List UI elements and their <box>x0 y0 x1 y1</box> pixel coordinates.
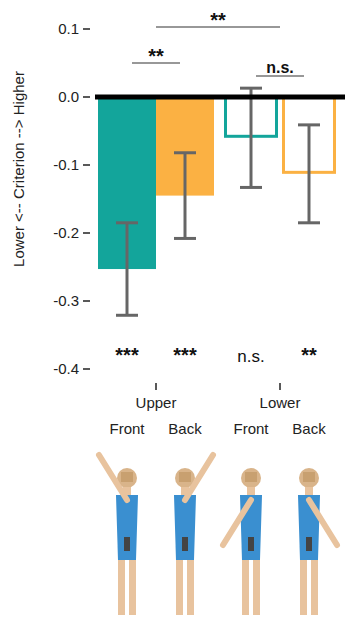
y-tick-label: -0.4 <box>53 360 79 377</box>
figure-arm <box>309 500 337 545</box>
chart: Lower <-- Criterion --> Higher 0.1 0.0 -0.1… <box>0 0 352 627</box>
error-bar <box>116 223 138 315</box>
y-tick-label: -0.1 <box>53 156 79 173</box>
group-tick <box>279 383 281 390</box>
figure-arm <box>99 455 127 500</box>
y-tick <box>83 96 90 98</box>
figure-head <box>299 468 319 488</box>
comparison-label: ** <box>210 9 226 31</box>
y-tick <box>83 164 90 166</box>
error-cap <box>174 151 196 154</box>
figure-arm <box>185 455 213 500</box>
figure-head <box>241 468 261 488</box>
error-cap <box>116 221 138 224</box>
figure-neck <box>247 487 255 495</box>
error-cap <box>298 123 320 126</box>
bar-significance: *** <box>173 344 197 366</box>
figure-arm <box>223 500 251 545</box>
figure-leg <box>129 560 136 615</box>
figure-leg <box>176 560 183 615</box>
figure-illustration <box>99 455 138 615</box>
category-label: Front <box>233 420 269 437</box>
figure-device <box>182 537 188 551</box>
figure-leg <box>187 560 194 615</box>
figure-illustration <box>223 468 262 615</box>
category-label: Front <box>109 420 145 437</box>
figure-body <box>174 495 196 560</box>
bar-significance: *** <box>115 344 139 366</box>
y-tick-label: -0.2 <box>53 224 79 241</box>
y-tick-label: 0.1 <box>58 20 79 37</box>
figure-device <box>124 537 130 551</box>
error-cap <box>240 87 262 90</box>
group-label: Lower <box>260 394 301 411</box>
category-label: Back <box>168 420 202 437</box>
figure-illustration <box>174 455 213 615</box>
bar-significance: ** <box>301 344 317 366</box>
figure-hair <box>179 472 191 482</box>
y-tick <box>83 300 90 302</box>
figure-hair <box>121 472 133 482</box>
zero-line <box>95 95 345 100</box>
figure-hair <box>245 472 257 482</box>
error-cap <box>240 186 262 189</box>
error-bar <box>298 125 320 223</box>
error-cap <box>116 314 138 317</box>
error-cap <box>298 221 320 224</box>
figure-leg <box>300 560 307 615</box>
y-label: Lower <-- Criterion --> Higher <box>10 71 27 267</box>
figure-device <box>248 537 254 551</box>
y-tick-label: -0.3 <box>53 292 79 309</box>
figure-leg <box>253 560 260 615</box>
figure-leg <box>311 560 318 615</box>
group-label: Upper <box>136 394 177 411</box>
figure-neck <box>305 487 313 495</box>
y-tick-label: 0.0 <box>58 88 79 105</box>
error-stem <box>308 125 311 223</box>
figure-hair <box>303 472 315 482</box>
error-bar <box>240 88 262 187</box>
group-tick <box>155 383 157 390</box>
error-stem <box>184 153 187 239</box>
y-tick <box>83 368 90 370</box>
error-stem <box>126 223 129 315</box>
comparison-label: ** <box>148 45 164 67</box>
error-stem <box>250 88 253 187</box>
plot <box>98 88 335 315</box>
error-cap <box>174 237 196 240</box>
figure-body <box>116 495 138 560</box>
comparison-label: n.s. <box>266 59 294 76</box>
figure-leg <box>242 560 249 615</box>
category-label: Back <box>292 420 326 437</box>
figure-device <box>306 537 312 551</box>
figure-illustration <box>298 468 337 615</box>
y-tick <box>83 28 90 30</box>
y-tick <box>83 232 90 234</box>
bar-significance: n.s. <box>237 347 264 366</box>
figure-leg <box>118 560 125 615</box>
error-bar <box>174 153 196 239</box>
